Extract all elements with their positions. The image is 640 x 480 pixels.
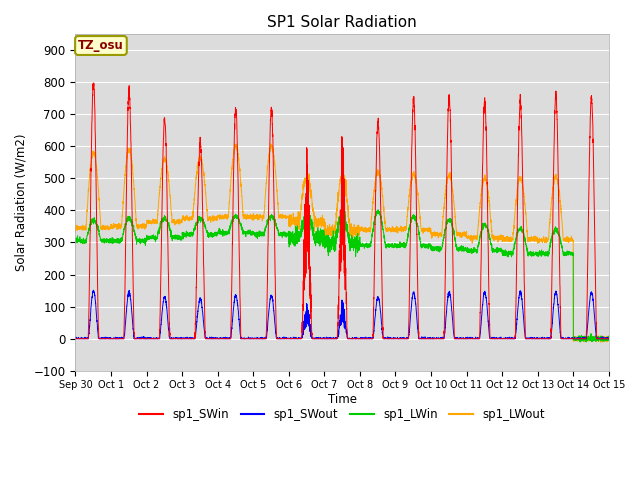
Line: sp1_LWin: sp1_LWin (76, 205, 640, 342)
sp1_LWout (72, 229, 79, 235)
sp1_LWin (189, 230, 197, 236)
sp1_SWout (72, 336, 79, 342)
sp1_LWin (516, 225, 524, 230)
sp1_LWin (72, 238, 79, 243)
sp1_SWin (72, 336, 79, 342)
Legend: sp1_SWin, sp1_SWout, sp1_LWin, sp1_LWout: sp1_SWin, sp1_SWout, sp1_LWin, sp1_LWout (134, 403, 550, 425)
sp1_SWin (516, 100, 524, 106)
sp1_LWin (412, 216, 419, 221)
sp1_LWout (412, 175, 419, 180)
sp1_LWout (189, 206, 197, 212)
sp1_LWout (268, 141, 275, 147)
Line: sp1_SWin: sp1_SWin (76, 83, 640, 339)
sp1_SWout (516, 289, 524, 295)
Line: sp1_SWout: sp1_SWout (76, 290, 640, 339)
sp1_LWout (516, 176, 524, 181)
sp1_LWin (381, 239, 389, 245)
sp1_SWout (90, 287, 97, 293)
sp1_LWin (544, 252, 552, 257)
sp1_LWin (611, 339, 618, 345)
sp1_LWin (559, 248, 566, 254)
sp1_SWout (189, 336, 197, 342)
sp1_SWout (381, 336, 389, 341)
sp1_LWout (559, 229, 566, 235)
sp1_SWout (544, 336, 552, 342)
Line: sp1_LWout: sp1_LWout (76, 144, 640, 342)
sp1_LWout (544, 236, 552, 242)
sp1_SWin (559, 336, 566, 342)
sp1_SWin (412, 156, 419, 162)
sp1_LWin (339, 203, 346, 208)
X-axis label: Time: Time (328, 393, 356, 406)
Text: TZ_osu: TZ_osu (78, 39, 124, 52)
sp1_LWout (596, 339, 604, 345)
sp1_LWout (381, 223, 389, 228)
sp1_SWin (381, 336, 389, 342)
sp1_SWin (90, 80, 97, 86)
sp1_SWout (412, 301, 419, 307)
sp1_SWin (189, 336, 197, 342)
sp1_SWin (544, 336, 552, 342)
Y-axis label: Solar Radiation (W/m2): Solar Radiation (W/m2) (15, 133, 28, 271)
Title: SP1 Solar Radiation: SP1 Solar Radiation (268, 15, 417, 30)
sp1_SWout (559, 335, 566, 341)
